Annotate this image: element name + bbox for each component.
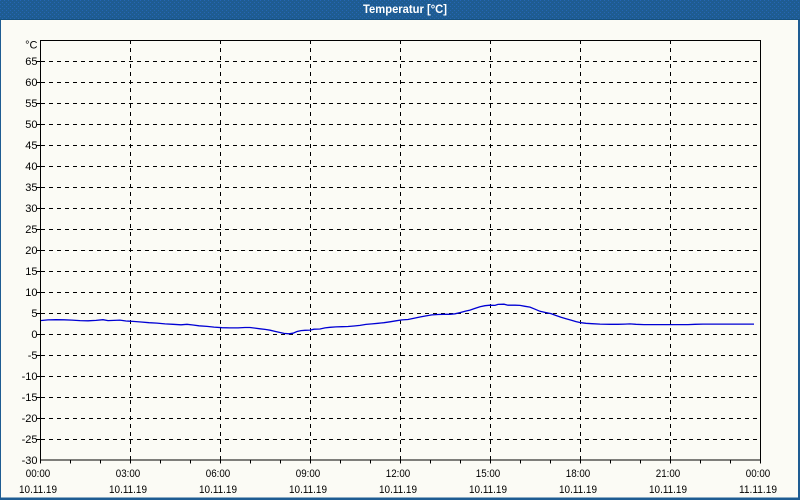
svg-text:50: 50 — [25, 119, 37, 131]
svg-text:11.11.19: 11.11.19 — [739, 484, 777, 496]
svg-text:10.11.19: 10.11.19 — [199, 484, 237, 496]
svg-text:-20: -20 — [22, 413, 38, 425]
svg-text:10.11.19: 10.11.19 — [109, 484, 147, 496]
svg-text:03:00: 03:00 — [116, 468, 141, 480]
svg-text:10.11.19: 10.11.19 — [19, 484, 57, 496]
svg-text:06:00: 06:00 — [206, 468, 231, 480]
svg-text:00:00: 00:00 — [746, 468, 771, 480]
svg-text:65: 65 — [25, 56, 37, 68]
svg-text:25: 25 — [25, 224, 37, 236]
svg-text:10.11.19: 10.11.19 — [559, 484, 597, 496]
svg-text:35: 35 — [25, 182, 37, 194]
svg-text:-25: -25 — [22, 434, 38, 446]
svg-text:°C: °C — [25, 40, 37, 52]
svg-text:-5: -5 — [28, 350, 38, 362]
svg-text:10.11.19: 10.11.19 — [649, 484, 687, 496]
svg-text:10.11.19: 10.11.19 — [289, 484, 327, 496]
svg-text:21:00: 21:00 — [656, 468, 681, 480]
svg-text:18:00: 18:00 — [566, 468, 591, 480]
svg-text:00:00: 00:00 — [26, 468, 51, 480]
svg-text:40: 40 — [25, 161, 37, 173]
svg-text:15: 15 — [25, 266, 37, 278]
svg-text:0: 0 — [31, 329, 37, 341]
svg-text:10.11.19: 10.11.19 — [379, 484, 417, 496]
svg-text:20: 20 — [25, 245, 37, 257]
svg-text:-15: -15 — [22, 392, 38, 404]
svg-text:10.11.19: 10.11.19 — [469, 484, 507, 496]
svg-text:-30: -30 — [22, 455, 38, 467]
svg-text:15:00: 15:00 — [476, 468, 501, 480]
svg-text:-10: -10 — [22, 371, 38, 383]
svg-text:09:00: 09:00 — [296, 468, 321, 480]
svg-text:5: 5 — [31, 308, 37, 320]
svg-text:55: 55 — [25, 98, 37, 110]
svg-text:12:00: 12:00 — [386, 468, 411, 480]
svg-text:60: 60 — [25, 77, 37, 89]
svg-text:45: 45 — [25, 140, 37, 152]
svg-text:10: 10 — [25, 287, 37, 299]
svg-text:30: 30 — [25, 203, 37, 215]
svg-text:Temperatur [°C]: Temperatur [°C] — [363, 4, 447, 16]
